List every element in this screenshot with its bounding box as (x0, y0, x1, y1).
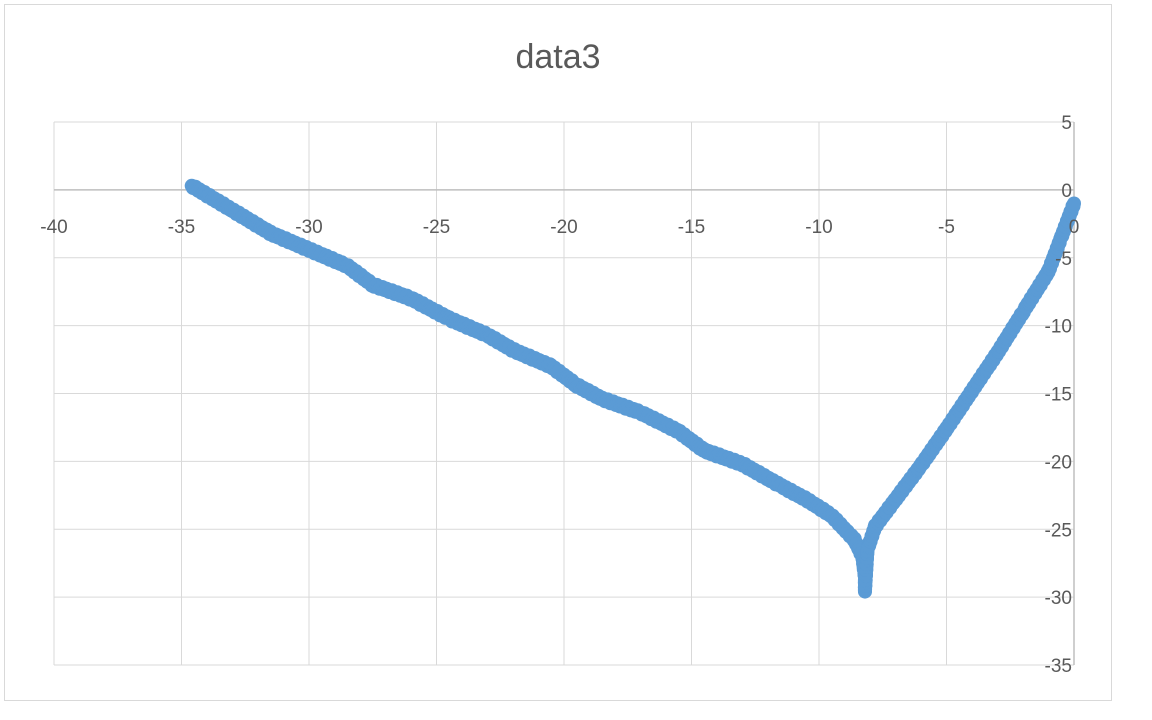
x-tick-label: 0 (1069, 217, 1080, 238)
x-tick-label: -40 (40, 217, 67, 238)
y-tick-label: -10 (1045, 317, 1072, 338)
y-tick-label: -30 (1045, 588, 1072, 609)
x-tick-label: -20 (550, 217, 577, 238)
y-tick-label: 5 (1061, 113, 1072, 134)
x-tick-label: -15 (678, 217, 705, 238)
x-tick-label: -10 (805, 217, 832, 238)
chart-title: data3 (515, 38, 600, 76)
data-point (1067, 196, 1081, 211)
y-tick-label: -35 (1045, 656, 1072, 677)
x-tick-label: -5 (938, 217, 955, 238)
chart-frame (4, 4, 1112, 701)
y-tick-label: -20 (1045, 452, 1072, 473)
y-tick-label: 0 (1061, 181, 1072, 202)
x-tick-label: -30 (295, 217, 322, 238)
y-tick-label: -25 (1045, 520, 1072, 541)
data-points (184, 178, 1081, 599)
x-tick-label: -25 (423, 217, 450, 238)
y-tick-label: -15 (1045, 385, 1072, 406)
tick-labels: -40 -35 -30 -25 -20 -15 -10 -5 0 5 0 -5 -10 -15 -20 -25… (40, 113, 1079, 677)
x-tick-label: -35 (168, 217, 195, 238)
y-tick-label: -5 (1055, 249, 1072, 270)
